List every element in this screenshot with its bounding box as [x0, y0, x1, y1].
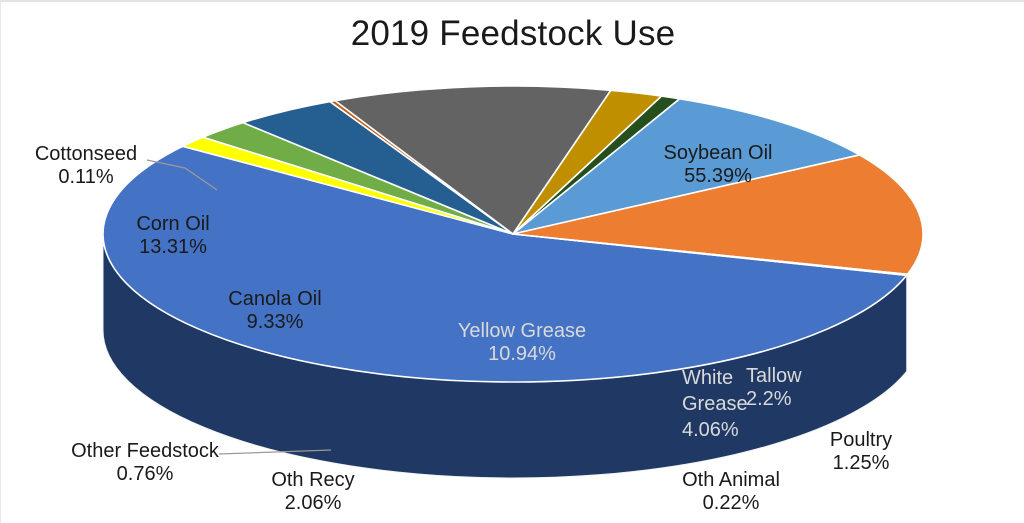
- slice-label-cottonseed: Cottonseed 0.11%: [34, 143, 138, 189]
- slice-label-oth-animal: Oth Animal 0.22%: [682, 469, 780, 515]
- pie-slice-soybean-oil[interactable]: [102, 145, 908, 383]
- slice-label-other-feedstock: Other Feedstock 0.76%: [71, 440, 219, 486]
- leader-line-other-feedstock: [218, 449, 332, 455]
- slice-label-poultry: Poultry 1.25%: [829, 429, 893, 475]
- pie-slice-yellow-grease[interactable]: [334, 85, 612, 235]
- leader-line-cottonseed: [146, 159, 218, 191]
- slice-label-yellow-grease: Yellow Grease 10.94%: [457, 320, 587, 366]
- pie-slice-canola-oil[interactable]: [512, 97, 861, 235]
- slice-label-soybean-oil: Soybean Oil 55.39%: [663, 142, 773, 188]
- slice-label-white-grease: White Grease 4.06%: [682, 367, 748, 441]
- chart-title: 2019 Feedstock Use: [350, 14, 676, 53]
- slice-label-tallow: Tallow 2.2%: [746, 365, 802, 411]
- pie-top-faces: [102, 85, 924, 383]
- slice-label-canola-oil: Canola Oil 9.33%: [228, 288, 322, 334]
- leader-lines: [146, 159, 332, 455]
- slice-label-corn-oil: Corn Oil 13.31%: [136, 213, 210, 259]
- slice-label-oth-recy: Oth Recy 2.06%: [271, 469, 355, 515]
- pie-slice-cottonseed[interactable]: [512, 233, 909, 277]
